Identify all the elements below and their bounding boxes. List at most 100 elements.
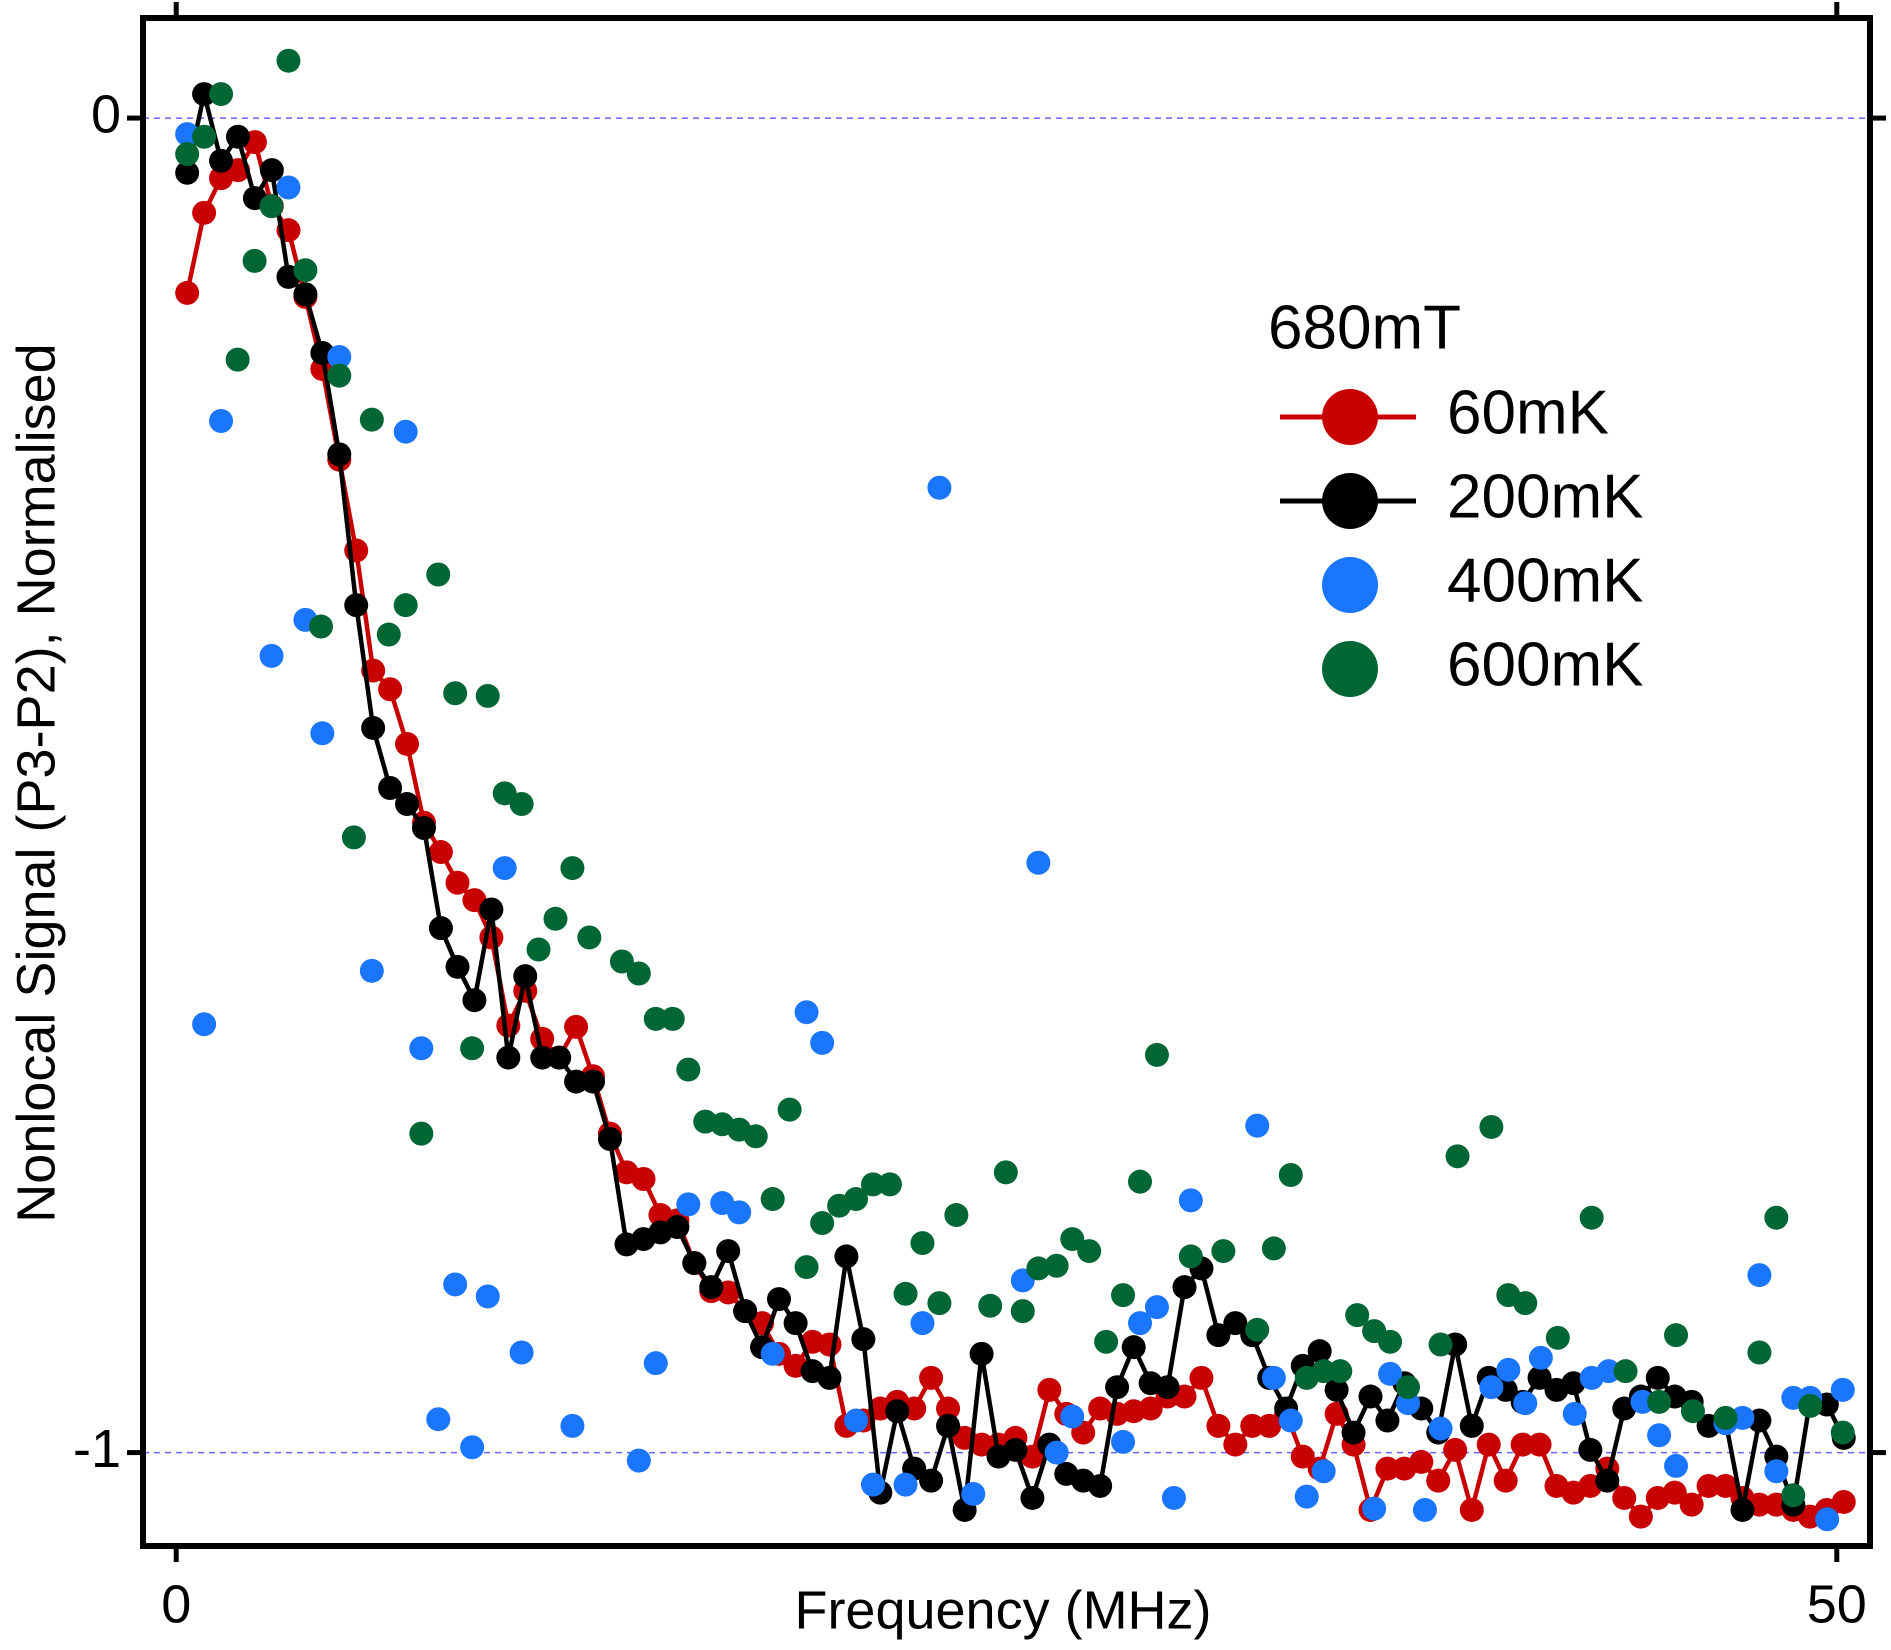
data-point	[192, 200, 217, 225]
legend-label: 400mK	[1447, 546, 1643, 615]
data-point	[1628, 1504, 1653, 1529]
data-point	[460, 1435, 485, 1460]
data-point	[919, 1468, 944, 1493]
data-point	[1020, 1485, 1045, 1510]
data-point	[378, 677, 403, 702]
data-point	[1328, 1359, 1353, 1384]
data-point	[978, 1293, 1003, 1318]
data-point	[1037, 1377, 1062, 1402]
data-point	[1211, 1239, 1236, 1264]
x-tick-label: 0	[161, 1574, 191, 1634]
data-point	[1830, 1377, 1855, 1402]
legend-label: 60mK	[1447, 378, 1609, 447]
data-point	[1245, 1317, 1270, 1342]
data-point	[445, 954, 470, 979]
data-point	[496, 1045, 521, 1070]
data-point	[1630, 1389, 1655, 1414]
data-point	[777, 1097, 802, 1122]
data-point	[209, 148, 234, 173]
data-point	[626, 961, 651, 986]
data-point	[1496, 1357, 1521, 1382]
data-point	[1647, 1423, 1672, 1448]
data-point	[428, 916, 453, 941]
data-point	[560, 1413, 585, 1438]
data-point	[1713, 1473, 1738, 1498]
data-point	[1128, 1311, 1153, 1336]
data-point	[760, 1187, 785, 1212]
data-point	[910, 1231, 935, 1256]
data-point	[727, 1200, 752, 1225]
data-point	[1240, 1413, 1265, 1438]
data-point	[1764, 1205, 1789, 1230]
data-point	[927, 1291, 952, 1316]
data-point	[1831, 1489, 1856, 1514]
data-point	[1764, 1459, 1789, 1484]
data-point	[1479, 1375, 1504, 1400]
data-point	[1010, 1299, 1035, 1324]
data-point	[676, 1192, 701, 1217]
data-point	[175, 142, 200, 167]
data-point	[1121, 1335, 1146, 1360]
data-point	[1528, 1345, 1553, 1370]
data-point	[1493, 1468, 1518, 1493]
data-point	[676, 1057, 701, 1082]
data-point	[665, 1215, 690, 1240]
data-point	[1311, 1359, 1336, 1384]
data-point	[1562, 1401, 1587, 1426]
data-point	[1172, 1275, 1197, 1300]
data-point	[1294, 1484, 1319, 1509]
data-point	[969, 1341, 994, 1366]
data-point	[1003, 1437, 1028, 1462]
data-point	[810, 1030, 835, 1055]
data-point	[443, 681, 468, 706]
data-point	[1412, 1497, 1437, 1522]
data-point	[1060, 1227, 1085, 1252]
legend-marker	[1322, 641, 1378, 697]
data-point	[817, 1365, 842, 1390]
data-point	[1206, 1413, 1231, 1438]
data-point	[1645, 1365, 1670, 1390]
data-point	[1578, 1437, 1603, 1462]
data-point	[1261, 1236, 1286, 1261]
data-point	[767, 1287, 792, 1312]
data-point	[209, 409, 234, 434]
data-point	[844, 1187, 869, 1212]
data-point	[1680, 1399, 1705, 1424]
data-point	[1527, 1365, 1552, 1390]
data-point	[936, 1396, 961, 1421]
data-point	[192, 82, 217, 107]
data-point	[1730, 1405, 1755, 1430]
data-point	[327, 442, 352, 467]
data-point	[1026, 850, 1051, 875]
data-point	[1798, 1393, 1823, 1418]
data-point	[479, 897, 504, 922]
data-point	[893, 1472, 918, 1497]
legend-marker	[1322, 557, 1378, 613]
data-point	[1428, 1416, 1453, 1441]
data-point	[547, 1045, 572, 1070]
data-point	[760, 1341, 785, 1366]
data-point	[1206, 1323, 1231, 1348]
y-tick-label: -1	[73, 1419, 121, 1479]
data-point	[1510, 1432, 1535, 1457]
data-point	[597, 1126, 622, 1151]
data-point	[1476, 1432, 1501, 1457]
data-point	[1128, 1169, 1153, 1194]
data-point	[492, 856, 517, 881]
data-point	[1261, 1365, 1286, 1390]
data-point	[1781, 1483, 1806, 1508]
data-point	[1375, 1456, 1400, 1481]
data-point	[851, 1327, 876, 1352]
data-point	[192, 124, 217, 149]
data-point	[1345, 1303, 1370, 1328]
data-point	[1445, 1144, 1470, 1169]
data-point	[462, 988, 487, 1013]
data-point	[293, 282, 318, 307]
data-point	[1679, 1492, 1704, 1517]
data-point	[893, 1281, 918, 1306]
data-point	[1223, 1311, 1248, 1336]
data-point	[1375, 1408, 1400, 1433]
data-point	[175, 160, 200, 185]
data-point	[393, 593, 418, 618]
